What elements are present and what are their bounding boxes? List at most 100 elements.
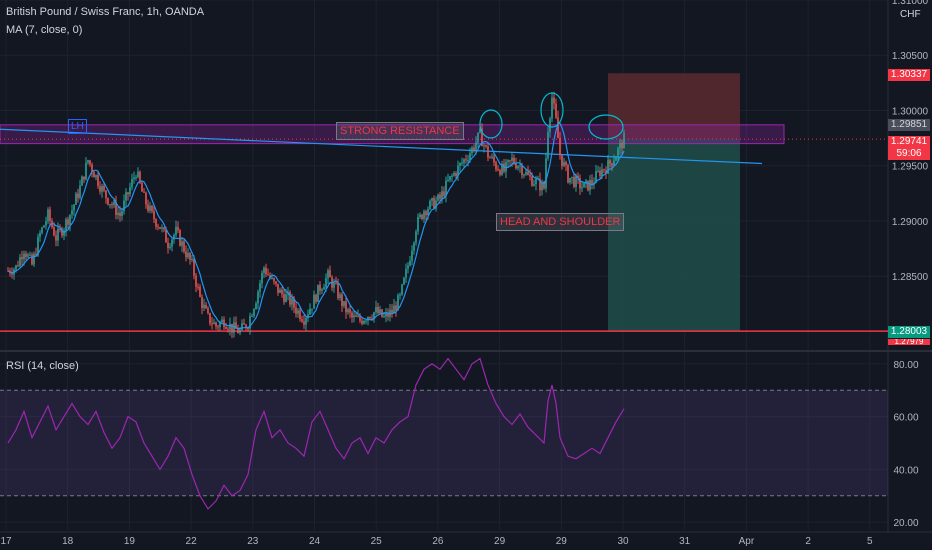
candle-body	[171, 239, 173, 247]
candle-body	[211, 323, 213, 325]
candle-body	[253, 309, 255, 316]
time-tick-label: 17	[0, 536, 12, 547]
candle-body	[35, 253, 37, 256]
candle-body	[439, 194, 441, 199]
candle-body	[385, 312, 387, 317]
price-tick-label: 1.30500	[892, 51, 929, 62]
candle-body	[543, 182, 545, 189]
candle-body	[11, 273, 13, 275]
candle-body	[557, 117, 559, 138]
candle-body	[123, 200, 125, 212]
candle-body	[447, 179, 449, 181]
candle-body	[597, 170, 599, 172]
candle-body	[101, 186, 103, 192]
candle-body	[319, 284, 321, 291]
candle-body	[261, 272, 263, 284]
time-tick-label: 22	[186, 536, 198, 547]
candle-body	[453, 173, 455, 176]
candle-body	[503, 163, 505, 172]
candle-body	[289, 292, 291, 305]
candle-body	[103, 186, 105, 191]
time-tick-label: 29	[494, 536, 506, 547]
candle-body	[275, 281, 277, 284]
rsi-band-fill	[0, 390, 888, 496]
candle-body	[481, 128, 483, 147]
candle-body	[429, 200, 431, 210]
time-tick-label: 5	[867, 536, 873, 547]
countdown-label: 59:06	[888, 148, 930, 160]
candle-body	[243, 323, 245, 325]
candle-body	[443, 191, 445, 196]
stop-loss-zone	[608, 73, 740, 140]
candle-body	[623, 132, 625, 149]
candle-body	[205, 304, 207, 309]
candle-body	[121, 211, 123, 216]
candle-body	[559, 137, 561, 156]
candle-body	[397, 295, 399, 311]
candle-body	[279, 289, 281, 293]
time-tick-label: Apr	[739, 536, 755, 547]
candle-body	[335, 282, 337, 284]
candle-body	[269, 275, 271, 279]
rsi-tick-label: 60.00	[893, 413, 918, 424]
candle-body	[507, 160, 509, 162]
candle-body	[135, 177, 137, 179]
candle-body	[525, 171, 527, 175]
candle-body	[613, 160, 615, 166]
candle-body	[133, 177, 135, 179]
candle-body	[147, 204, 149, 211]
price-tick-label: 1.28500	[892, 272, 929, 283]
candle-body	[585, 180, 587, 184]
candle-body	[353, 315, 355, 318]
candle-body	[619, 142, 621, 149]
candle-body	[161, 227, 163, 229]
candle-body	[311, 308, 313, 310]
candle-body	[433, 198, 435, 209]
candle-body	[17, 265, 19, 267]
candle-body	[67, 219, 69, 225]
candle-body	[605, 170, 607, 174]
candle-body	[295, 307, 297, 314]
candle-body	[73, 204, 75, 211]
rsi-tick-label: 20.00	[893, 518, 918, 529]
time-tick-label: 19	[124, 536, 136, 547]
candle-body	[421, 214, 423, 220]
time-tick-label: 29	[556, 536, 568, 547]
candle-body	[469, 153, 471, 160]
candle-body	[285, 294, 287, 302]
candle-body	[297, 310, 299, 314]
candle-body	[617, 148, 619, 158]
candle-body	[339, 294, 341, 299]
candle-body	[177, 226, 179, 231]
rsi-legend[interactable]: RSI (14, close)	[6, 360, 79, 372]
ma-line	[7, 122, 625, 330]
candle-body	[487, 146, 489, 158]
candle-body	[207, 308, 209, 314]
candle-body	[137, 171, 139, 178]
candle-body	[591, 180, 593, 185]
candle-body	[323, 287, 325, 290]
ma-legend[interactable]: MA (7, close, 0)	[6, 24, 83, 36]
target-price-label: 1.30337	[888, 69, 930, 81]
candle-body	[431, 198, 433, 201]
head-and-shoulder-label[interactable]: HEAD AND SHOULDER	[496, 213, 625, 231]
candle-body	[361, 320, 363, 324]
candle-body	[23, 253, 25, 260]
candle-body	[199, 286, 201, 297]
lh-badge[interactable]: LH	[68, 119, 87, 134]
candle-body	[83, 176, 85, 180]
candle-body	[351, 312, 353, 318]
candle-body	[109, 204, 111, 206]
candle-body	[271, 278, 273, 280]
candle-body	[589, 180, 591, 191]
candle-body	[489, 157, 491, 159]
candle-body	[59, 228, 61, 230]
candle-body	[195, 275, 197, 287]
candle-body	[223, 319, 225, 328]
candle-body	[551, 97, 553, 119]
candle-body	[495, 162, 497, 170]
candle-body	[43, 225, 45, 228]
strong-resistance-label[interactable]: STRONG RESISTANCE	[336, 122, 464, 140]
candle-body	[187, 253, 189, 258]
